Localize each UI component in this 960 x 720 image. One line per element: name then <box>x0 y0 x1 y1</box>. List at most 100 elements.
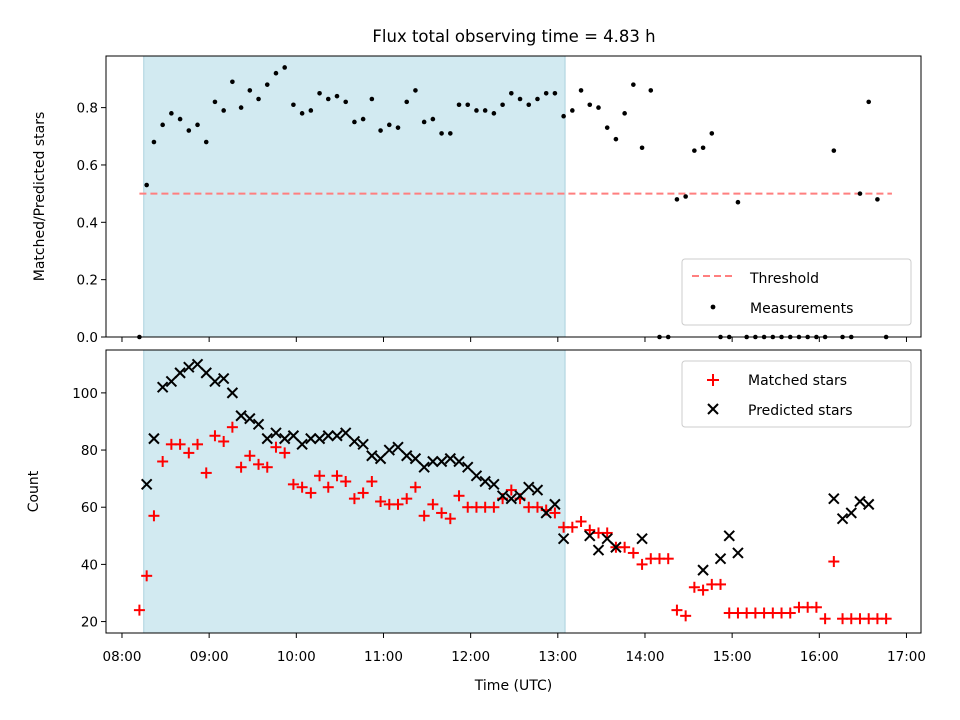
measurement-point <box>430 116 436 122</box>
measurement-point <box>282 65 287 70</box>
measurement-point <box>596 105 601 110</box>
matched-star-point <box>671 604 683 616</box>
measurement-point <box>570 108 575 113</box>
count-y-axis-label: Count <box>26 470 42 512</box>
predicted-star-point <box>287 430 300 442</box>
predicted-star-point <box>732 547 744 559</box>
predicted-star-point <box>854 495 866 508</box>
measurement-point <box>631 82 636 87</box>
matched-star-point <box>253 458 265 470</box>
predicted-star-point <box>348 435 361 448</box>
predicted-star-point <box>435 455 448 468</box>
y-tick-label: 0.2 <box>77 273 98 289</box>
y-tick-label: 20 <box>81 615 98 631</box>
matched-star-point <box>488 501 500 513</box>
measurement-point <box>482 108 488 113</box>
measurement-point <box>291 102 296 108</box>
measurement-point <box>395 125 401 130</box>
matched-star-point <box>680 610 692 622</box>
measurement-point <box>552 90 558 96</box>
predicted-star-point <box>514 490 526 502</box>
measurement-point <box>238 105 244 110</box>
legend-matched-swatch <box>707 374 719 386</box>
predicted-star-point <box>174 367 186 379</box>
measurement-point <box>160 122 165 128</box>
predicted-star-point <box>217 372 230 385</box>
measurement-point <box>230 79 235 85</box>
measurement-point <box>386 122 392 128</box>
measurement-point <box>299 111 305 116</box>
matched-star-point <box>314 470 326 482</box>
predicted-star-point <box>191 358 204 371</box>
predicted-star-point <box>540 507 552 519</box>
matched-star-point <box>261 461 273 473</box>
measurement-point <box>683 194 688 199</box>
measurement-point <box>369 96 375 102</box>
predicted-star-point <box>862 498 875 511</box>
measurement-point <box>256 96 261 102</box>
measurement-point <box>317 90 322 96</box>
matched-star-point <box>531 501 543 513</box>
measurement-point <box>517 96 523 102</box>
predicted-star-point <box>610 541 622 553</box>
predicted-star-point <box>427 455 439 468</box>
matched-star-point <box>636 558 648 570</box>
measurement-point <box>273 70 279 76</box>
predicted-star-point <box>374 452 387 465</box>
predicted-star-point <box>401 450 413 462</box>
matched-star-point <box>505 484 517 496</box>
measurement-point <box>308 108 314 113</box>
predicted-star-point <box>601 532 613 545</box>
predicted-star-point <box>557 532 570 545</box>
matched-star-point <box>141 570 153 582</box>
measurement-point <box>866 99 872 105</box>
matched-star-point <box>218 435 230 447</box>
predicted-star-point <box>156 381 169 393</box>
matched-star-point <box>828 556 840 568</box>
predicted-star-point <box>418 461 430 473</box>
measurement-point <box>334 93 340 99</box>
x-tick-label: 13:00 <box>538 649 577 665</box>
measurement-point <box>509 90 514 96</box>
matched-star-point <box>235 461 247 473</box>
measurement-point <box>735 199 741 205</box>
legend-measurements-swatch <box>710 304 716 310</box>
x-tick-label: 08:00 <box>103 649 142 665</box>
measurement-point <box>343 99 349 105</box>
matched-star-point <box>697 584 709 596</box>
x-tick-label: 16:00 <box>800 649 839 665</box>
predicted-star-point <box>200 367 212 379</box>
measurement-point <box>221 108 226 113</box>
predicted-star-point <box>531 484 544 496</box>
predicted-star-point <box>592 544 605 556</box>
predicted-star-point <box>496 490 509 502</box>
measurement-point <box>639 145 645 151</box>
predicted-star-point <box>366 450 378 462</box>
measurement-point <box>474 108 479 113</box>
predicted-star-point <box>697 564 709 576</box>
y-tick-label: 0.0 <box>77 330 98 346</box>
predicted-star-point <box>505 492 518 505</box>
predicted-star-point <box>453 455 465 468</box>
measurement-point <box>456 102 462 108</box>
measurement-point <box>578 88 584 93</box>
chart-title: Flux total observing time = 4.83 h <box>372 27 655 46</box>
matched-stars-series <box>133 421 892 625</box>
measurement-point <box>421 119 427 125</box>
matched-star-point <box>427 498 439 510</box>
predicted-star-point <box>244 412 256 425</box>
measurement-point <box>203 139 209 145</box>
measurement-point <box>831 148 837 153</box>
matched-star-point <box>183 447 195 459</box>
legend-threshold-label: Threshold <box>749 271 819 287</box>
measurement-point <box>875 197 880 202</box>
matched-star-point <box>375 496 387 508</box>
measurement-point <box>144 182 149 188</box>
matched-star-point <box>392 498 404 510</box>
measurement-point <box>212 99 218 105</box>
predicted-star-point <box>549 498 561 511</box>
measurement-point <box>700 145 706 151</box>
y-tick-label: 80 <box>81 443 98 459</box>
measurement-point <box>186 128 192 133</box>
x-tick-label: 15:00 <box>713 649 752 665</box>
